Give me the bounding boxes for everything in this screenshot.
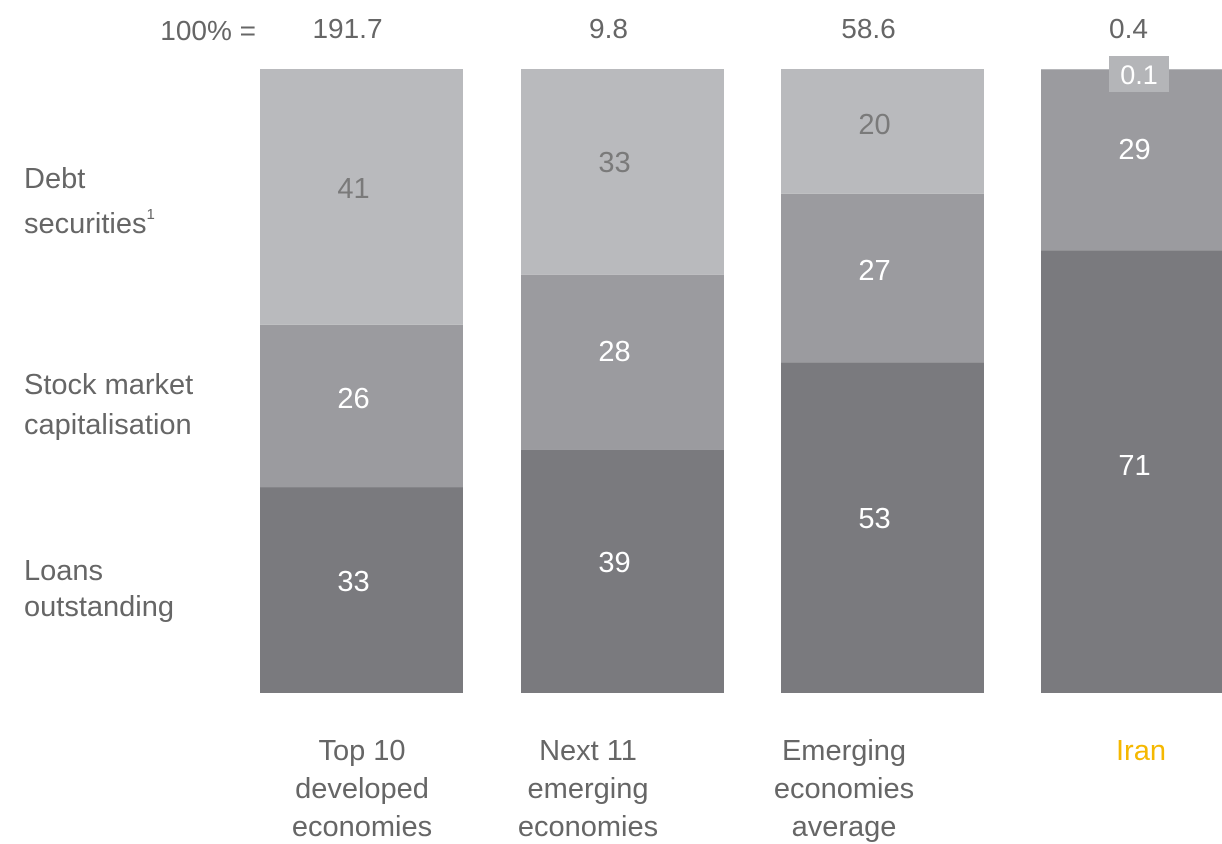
category-label: economies	[518, 811, 658, 843]
category-label: average	[792, 811, 897, 843]
total-label-3: 0.4	[1109, 13, 1148, 44]
data-label: 28	[598, 336, 630, 368]
category-label: emerging	[528, 773, 649, 805]
category-label: Iran	[1116, 735, 1166, 767]
data-label: 71	[1118, 450, 1150, 482]
category-label: developed	[295, 773, 429, 805]
footnote-mark: 1	[147, 206, 155, 223]
bars: 33 26 41 39 28 33 53 27 20 71 29 0.1	[260, 56, 1222, 694]
bar-segment	[260, 487, 463, 693]
series-labels: Loans outstanding Stock market capitalisati…	[24, 163, 193, 623]
series-label: Loans	[24, 555, 103, 587]
bar-segment	[1041, 69, 1222, 251]
bar-segment	[521, 449, 724, 693]
category-label: Top 10	[318, 735, 405, 767]
data-label: 20	[858, 109, 890, 141]
bar-segment	[781, 362, 984, 693]
data-label: 29	[1118, 134, 1150, 166]
data-label: 53	[858, 503, 890, 535]
series-label: capitalisation	[24, 409, 192, 441]
data-label: 33	[598, 147, 630, 179]
series-label: Debt	[24, 163, 85, 195]
category-label: economies	[292, 811, 432, 843]
bar-segment	[1041, 250, 1222, 694]
data-label: 39	[598, 547, 630, 579]
bar-segment	[521, 274, 724, 450]
category-label: Emerging	[782, 735, 906, 767]
total-label-2: 58.6	[841, 13, 896, 44]
category-label: economies	[774, 773, 914, 805]
bar-segment	[781, 193, 984, 363]
bar-segment	[260, 324, 463, 488]
small-value-box	[1109, 56, 1169, 92]
data-label: 41	[337, 173, 369, 205]
total-prefix-label: 100% =	[160, 15, 256, 46]
data-label: 26	[337, 383, 369, 415]
category-label: Next 11	[539, 735, 637, 767]
series-label: securities1	[24, 206, 155, 240]
bar-segment	[521, 69, 724, 275]
category-labels: Top 10 developed economies Next 11 emerging e…	[292, 735, 1166, 843]
totals-row: 100% = 191.7 9.8 58.6 0.4	[160, 13, 1148, 46]
data-label: 33	[337, 566, 369, 598]
data-label: 27	[858, 255, 890, 287]
total-label-1: 9.8	[589, 13, 628, 44]
series-label: Stock market	[24, 369, 193, 401]
series-label: outstanding	[24, 591, 174, 623]
data-label: 0.1	[1120, 60, 1158, 90]
total-label-0: 191.7	[312, 13, 382, 44]
bar-segment	[260, 69, 463, 325]
bar-segment	[781, 69, 984, 194]
